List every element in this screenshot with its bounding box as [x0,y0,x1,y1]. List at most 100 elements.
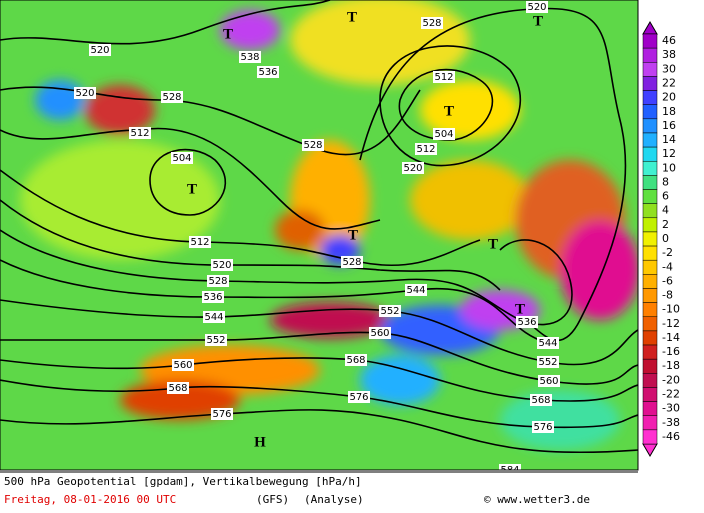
legend-label: 0 [662,232,669,245]
contour-label: 552 [380,306,399,317]
contour-label-bg [203,311,225,323]
legend-label: -38 [662,416,680,429]
contour-label-bg [402,162,424,174]
legend-swatch [642,62,658,77]
pressure-center: T [515,301,525,317]
contour-label: 520 [212,260,231,271]
legend-label: -6 [662,274,673,287]
contour-label-bg [516,316,538,328]
legend-label: 46 [662,34,676,47]
legend-swatch [642,274,658,289]
contour-label-bg [537,356,559,368]
contour-label: 576 [349,392,368,403]
map-frame [0,0,639,471]
legend: 4638302220181614121086420-2-4-6-8-10-12-… [642,21,680,457]
contour-label-bg [211,408,233,420]
legend-label: -18 [662,359,680,372]
legend-label: 20 [662,91,676,104]
legend-label: -30 [662,402,680,415]
contour-label: 536 [258,67,277,78]
legend-label: -46 [662,430,680,443]
pressure-center: T [348,227,358,243]
footer-run: (Analyse) [304,493,364,506]
contour-label-bg [207,275,229,287]
contour-label: 576 [533,422,552,433]
contour-label-bg [369,327,391,339]
contour-label: 504 [172,153,191,164]
legend-swatch [642,415,658,431]
legend-swatch [642,302,658,318]
contour-label-bg [379,305,401,317]
contour-label-bg [129,127,151,139]
contour-label-bg [415,143,437,155]
contour-label-bg [172,359,194,371]
legend-label: 30 [662,62,676,75]
contour-label: 568 [346,355,365,366]
legend-swatch [642,146,658,162]
contour-label: 512 [190,237,209,248]
legend-swatch [642,429,658,445]
contour-label-bg [302,139,324,151]
contour-label: 544 [538,338,557,349]
legend-label: 10 [662,161,676,174]
legend-label: 14 [662,133,676,146]
contour-label: 528 [162,92,181,103]
contour-label: 528 [342,257,361,268]
footer-date: Freitag, 08-01-2016 00 UTC [4,493,176,506]
contour-label: 536 [517,317,536,328]
legend-swatch [642,231,658,247]
legend-label: -2 [662,246,673,259]
legend-label: 4 [662,204,669,217]
contour-label-bg [348,391,370,403]
contour-label-bg [161,91,183,103]
contour-label: 568 [531,395,550,406]
legend-swatch [642,217,658,233]
legend-label: -4 [662,260,673,273]
contour-label: 538 [240,52,259,63]
legend-label: 16 [662,119,676,132]
contour-label-bg [433,128,455,140]
legend-swatch [642,330,658,346]
contour-label: 568 [168,383,187,394]
footer-credit: © www.wetter3.de [484,493,590,506]
pressure-center: T [488,236,498,252]
contour-label: 520 [90,45,109,56]
footer-model: (GFS) [256,493,289,506]
legend-swatch [642,401,658,416]
legend-swatch [642,47,658,63]
legend-swatch [642,104,658,120]
legend-label: 22 [662,76,676,89]
contour-label: 536 [203,292,222,303]
contour-label: 520 [403,163,422,174]
contour-label-bg [211,259,233,271]
contour-label: 560 [173,360,192,371]
contour-label-bg [532,421,554,433]
legend-swatch [642,387,658,402]
legend-swatch [642,245,658,261]
contour-label-bg [526,1,548,13]
legend-arrow-top [642,21,658,35]
contour-label-bg [530,394,552,406]
pressure-center: T [347,9,357,25]
contour-label: 512 [434,72,453,83]
legend-swatch [642,160,658,176]
contour-label-bg [405,284,427,296]
legend-swatch [642,373,658,388]
contour-label-bg [341,256,363,268]
legend-label: 12 [662,147,676,160]
legend-swatch [642,76,658,91]
contour-label-bg [202,291,224,303]
contour-label: 528 [422,18,441,29]
contour-label-bg [537,337,559,349]
legend-swatch [642,358,658,374]
contour-label-bg [189,236,211,248]
contour-label-bg [499,464,521,470]
legend-swatch [642,175,658,190]
contour-label: 552 [538,357,557,368]
contour-label-bg [205,334,227,346]
map: 5205205125045125205285365445525605685765… [0,0,638,470]
contour-label: 560 [370,328,389,339]
legend-swatch [642,203,658,219]
contour-label: 528 [303,140,322,151]
